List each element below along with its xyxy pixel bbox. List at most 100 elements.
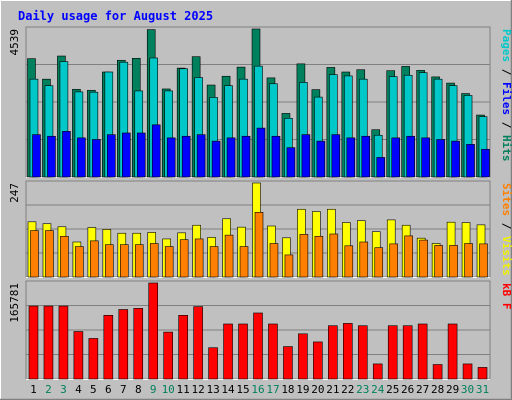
bar-visits-sites-day-16 xyxy=(254,212,264,278)
bar-hits-pages-day-5 xyxy=(92,139,101,178)
bar-kbytes-kb-f-day-2 xyxy=(43,305,54,380)
bar-hits-pages-day-7 xyxy=(122,132,131,178)
bar-visits-sites-day-17 xyxy=(269,243,279,278)
bars-hits xyxy=(27,28,490,178)
bar-kbytes-kb-f-day-16 xyxy=(253,312,263,380)
x-tick-label-day-24: 24 xyxy=(371,383,385,396)
x-tick-label-day-14: 14 xyxy=(221,383,235,396)
legend-visits: Sites / Visits xyxy=(500,183,512,276)
x-tick-label-day-18: 18 xyxy=(281,383,294,396)
bar-visits-sites-day-8 xyxy=(134,244,144,278)
legend-hits: Pages / Files / Hits xyxy=(500,29,512,162)
bar-kbytes-kb-f-day-26 xyxy=(402,325,413,380)
bar-hits-pages-day-18 xyxy=(286,147,296,178)
bar-hits-pages-day-8 xyxy=(136,132,146,178)
bar-visits-sites-day-30 xyxy=(464,243,473,278)
x-tick-label-day-20: 20 xyxy=(311,383,324,396)
x-tick-label-day-10: 10 xyxy=(162,383,175,396)
bar-hits-pages-day-31 xyxy=(481,148,490,178)
bar-visits-sites-day-28 xyxy=(434,245,443,278)
bar-kbytes-kb-f-day-15 xyxy=(238,323,248,380)
x-tick-label-day-6: 6 xyxy=(105,383,112,396)
bar-kbytes-kb-f-day-1 xyxy=(28,305,39,380)
x-tick-label-day-3: 3 xyxy=(60,383,67,396)
bar-hits-pages-day-11 xyxy=(181,135,191,178)
bar-visits-sites-day-27 xyxy=(419,239,428,278)
bar-hits-pages-day-10 xyxy=(166,137,176,178)
bar-hits-pages-day-17 xyxy=(271,135,281,178)
bar-hits-pages-day-1 xyxy=(32,134,41,178)
x-tick-label-day-27: 27 xyxy=(416,383,429,396)
bar-visits-sites-day-21 xyxy=(329,233,339,278)
legend-item-kb-f: kB F xyxy=(500,283,512,310)
bars-kbytes xyxy=(28,282,488,380)
bar-hits-pages-day-9 xyxy=(151,124,161,178)
x-tick-label-day-13: 13 xyxy=(206,383,219,396)
x-tick-label-day-25: 25 xyxy=(386,383,399,396)
panel-hits: 4539 Pages / Files / Hits xyxy=(8,26,512,178)
bar-hits-pages-day-24 xyxy=(376,157,386,178)
bar-kbytes-kb-f-day-12 xyxy=(193,306,203,380)
bar-hits-pages-day-2 xyxy=(47,135,56,178)
x-tick-label-day-12: 12 xyxy=(192,383,205,396)
bar-visits-sites-day-6 xyxy=(105,244,114,278)
bar-hits-pages-day-4 xyxy=(77,137,86,178)
bar-kbytes-kb-f-day-19 xyxy=(298,333,308,380)
bar-kbytes-kb-f-day-13 xyxy=(208,347,218,380)
bar-kbytes-kb-f-day-24 xyxy=(372,363,383,380)
bar-visits-sites-day-26 xyxy=(404,235,413,278)
bar-kbytes-kb-f-day-25 xyxy=(387,325,398,380)
bar-hits-pages-day-26 xyxy=(406,135,415,178)
bar-hits-pages-day-19 xyxy=(301,134,311,178)
bar-visits-sites-day-5 xyxy=(90,240,99,278)
x-tick-label-day-23: 23 xyxy=(356,383,369,396)
bar-kbytes-kb-f-day-28 xyxy=(432,364,443,380)
chart-title: Daily usage for August 2025 xyxy=(18,9,213,23)
bar-kbytes-kb-f-day-20 xyxy=(313,341,323,380)
panel-visits: 247 Sites / Visits xyxy=(8,180,512,278)
bar-hits-pages-day-13 xyxy=(211,140,221,178)
x-tick-label-day-17: 17 xyxy=(266,383,279,396)
bar-hits-pages-day-29 xyxy=(451,140,460,178)
bar-visits-sites-day-29 xyxy=(449,245,458,278)
bar-visits-sites-day-11 xyxy=(179,239,189,278)
bar-visits-sites-day-22 xyxy=(344,245,354,278)
bar-visits-sites-day-14 xyxy=(224,234,234,278)
bar-kbytes-kb-f-day-9 xyxy=(148,282,159,380)
bar-visits-sites-day-7 xyxy=(120,244,129,278)
bar-visits-sites-day-31 xyxy=(479,243,488,278)
bar-kbytes-kb-f-day-27 xyxy=(417,323,428,380)
legend-item-sites: Sites xyxy=(500,183,512,216)
bar-visits-sites-day-15 xyxy=(239,246,249,278)
x-tick-label-day-22: 22 xyxy=(341,383,354,396)
bar-visits-sites-day-1 xyxy=(30,230,39,278)
bar-kbytes-kb-f-day-14 xyxy=(223,323,233,380)
bar-visits-sites-day-25 xyxy=(389,243,399,278)
bar-kbytes-kb-f-day-30 xyxy=(462,363,473,380)
legend-kbytes: kB F xyxy=(500,283,512,310)
bar-hits-pages-day-30 xyxy=(466,144,475,178)
bar-kbytes-kb-f-day-8 xyxy=(133,308,144,380)
y-max-label-kbytes: 165781 xyxy=(8,283,21,323)
x-tick-label-day-15: 15 xyxy=(236,383,249,396)
bar-visits-sites-day-19 xyxy=(299,234,309,278)
bar-visits-sites-day-13 xyxy=(209,246,219,278)
bar-hits-pages-day-25 xyxy=(391,137,401,178)
bar-kbytes-kb-f-day-31 xyxy=(477,367,488,380)
bar-hits-pages-day-22 xyxy=(346,137,356,178)
x-tick-label-day-19: 19 xyxy=(296,383,309,396)
legend-text-visits: Sites / Visits xyxy=(500,183,512,276)
x-tick-label-day-16: 16 xyxy=(251,383,264,396)
bar-hits-pages-day-27 xyxy=(421,137,430,178)
bar-visits-sites-day-12 xyxy=(194,238,204,278)
bar-visits-sites-day-4 xyxy=(75,246,84,278)
bar-kbytes-kb-f-day-7 xyxy=(118,309,129,380)
bar-kbytes-kb-f-day-6 xyxy=(103,314,114,380)
x-tick-label-day-1: 1 xyxy=(30,383,37,396)
x-tick-label-day-30: 30 xyxy=(461,383,474,396)
bar-kbytes-kb-f-day-5 xyxy=(88,338,99,380)
bar-kbytes-kb-f-day-22 xyxy=(343,323,353,380)
x-tick-label-day-26: 26 xyxy=(401,383,414,396)
bar-hits-pages-day-3 xyxy=(62,131,71,178)
